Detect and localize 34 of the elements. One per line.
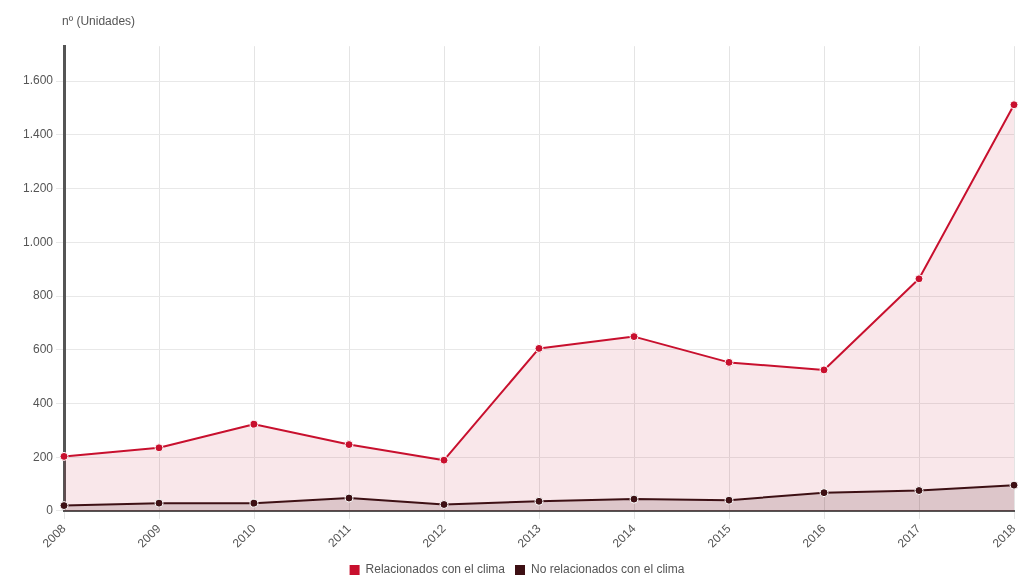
point bbox=[59, 501, 69, 511]
y-tick-label: 600 bbox=[33, 342, 54, 357]
point bbox=[629, 332, 639, 342]
point bbox=[819, 488, 829, 498]
y-tick-label: 0 bbox=[46, 503, 54, 518]
point bbox=[439, 455, 449, 465]
legend-label: Relacionados con el clima bbox=[365, 562, 506, 577]
point bbox=[154, 498, 164, 508]
point bbox=[249, 498, 259, 508]
point bbox=[629, 494, 639, 504]
point bbox=[914, 486, 924, 496]
y-tick-label: 1.400 bbox=[23, 127, 54, 142]
y-tick-label: 800 bbox=[33, 288, 54, 303]
point bbox=[344, 440, 354, 450]
point bbox=[249, 419, 259, 429]
legend-label: No relacionados con el clima bbox=[531, 562, 685, 577]
point bbox=[439, 499, 449, 509]
y-tick-label: 200 bbox=[33, 449, 54, 464]
point bbox=[534, 343, 544, 353]
y-tick-label: 400 bbox=[33, 395, 54, 410]
point bbox=[819, 365, 829, 375]
y-tick-label: 1.000 bbox=[23, 234, 54, 249]
point bbox=[534, 496, 544, 506]
point bbox=[914, 274, 924, 284]
y-tick-label: 1.200 bbox=[23, 180, 54, 195]
point bbox=[724, 357, 734, 367]
point bbox=[1009, 100, 1019, 110]
point bbox=[59, 451, 69, 461]
y-axis-title: nº (Unidades) bbox=[62, 14, 136, 28]
point bbox=[154, 443, 164, 453]
point bbox=[344, 493, 354, 503]
point bbox=[724, 495, 734, 505]
y-tick-label: 1.600 bbox=[23, 73, 54, 88]
point bbox=[1009, 480, 1019, 490]
